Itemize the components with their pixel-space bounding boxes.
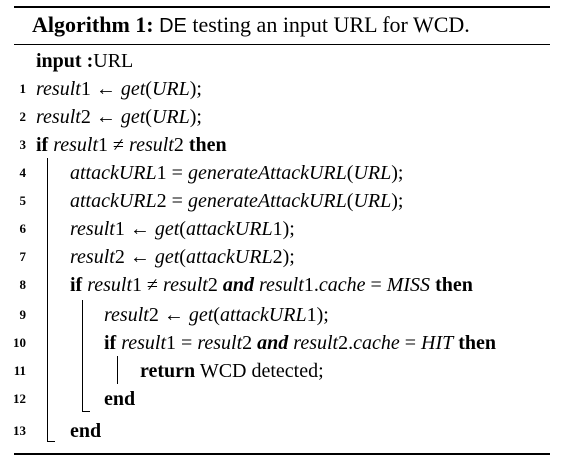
code-line-8: if result1 ≠ result2 and result1.cache =… [70,274,473,296]
top-rule [14,6,550,8]
code-line-7: result2 ← get(attackURL2); [70,246,295,268]
line-number: 4 [19,165,27,180]
inner-if-block-bar [82,300,83,412]
line-number: 6 [19,221,27,236]
line-number: 7 [19,249,27,264]
code-line-2: result2 ← get(URL); [36,106,202,128]
code-line-10: if result1 = result2 and result2.cache =… [104,332,497,354]
caption-label: Algorithm 1: [32,12,154,37]
input-line: input :URL [36,48,133,74]
if-block-bar [47,158,48,442]
input-keyword: input : [36,50,94,72]
caption-de: DE [159,15,187,37]
code-line-5: attackURL2 = generateAttackURL(URL); [70,190,404,212]
input-value: URL [93,50,134,72]
line-number: 1 [19,81,27,96]
code-line-4: attackURL1 = generateAttackURL(URL); [70,162,404,184]
line-number: 5 [19,193,27,208]
code-line-6: result1 ← get(attackURL1); [70,218,295,240]
code-line-3: if result1 ≠ result2 then [36,134,227,156]
line-number: 11 [13,363,26,378]
inner-if-block-end-tick [82,411,90,412]
caption-text: testing an input URL for WCD. [192,12,470,37]
caption-rule [14,44,550,45]
line-number: 3 [19,137,27,152]
line-number: 10 [13,335,26,350]
line-number: 9 [19,307,27,322]
code-line-1: result1 ← get(URL); [36,78,202,100]
innermost-if-block-bar [117,356,118,384]
code-line-13: end [70,420,102,442]
code-line-9: result2 ← get(attackURL1); [104,304,329,326]
if-block-end-tick [47,441,55,442]
line-number: 8 [19,277,27,292]
code-line-12: end [104,388,136,410]
code-line-11: return WCD detected; [140,360,324,382]
line-number: 13 [13,423,26,438]
line-number: 12 [13,391,26,406]
algorithm-caption: Algorithm 1: DE testing an input URL for… [32,10,470,41]
bottom-rule [14,453,550,455]
line-number: 2 [19,109,27,124]
